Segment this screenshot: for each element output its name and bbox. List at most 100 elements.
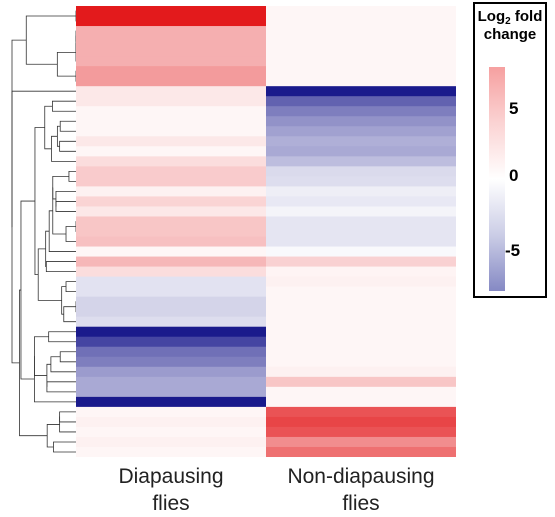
heatmap-cell-r12-c0 — [76, 126, 266, 137]
heatmap-cell-r41-c1 — [266, 416, 456, 428]
heatmap-cell-r44-c0 — [76, 446, 266, 457]
dendrogram-branch-26 — [50, 356, 78, 373]
heatmap-cell-r28-c0 — [76, 286, 266, 298]
heatmap-cell-r22-c0 — [76, 226, 266, 238]
heatmap-cell-r21-c1 — [266, 216, 456, 228]
heatmap-cell-r11-c0 — [76, 116, 266, 127]
dendrogram-branch-8 — [65, 281, 78, 293]
color-legend: Log2 fold change 5 0 -5 — [473, 2, 547, 298]
heatmap-cell-r32-c1 — [266, 326, 456, 338]
heatmap-cell-r18-c0 — [76, 186, 266, 198]
heatmap-cell-r44-c1 — [266, 446, 456, 457]
heatmap-cell-r14-c0 — [76, 146, 266, 157]
heatmap-cell-r28-c1 — [266, 286, 456, 298]
dendrogram-branch-36 — [34, 127, 45, 276]
heatmap-cell-r6-c1 — [266, 66, 456, 77]
heatmap-cell-r21-c0 — [76, 216, 266, 228]
heatmap-cell-r5-c0 — [76, 56, 266, 67]
heatmap-cell-r36-c0 — [76, 366, 266, 378]
heatmap-cell-r7-c1 — [266, 76, 456, 87]
heatmap-cell-r6-c0 — [76, 66, 266, 77]
heatmap-cell-r40-c0 — [76, 406, 266, 418]
heatmap-cell-r19-c0 — [76, 196, 266, 208]
heatmap-cell-r13-c1 — [266, 136, 456, 147]
dendrogram-branch-40 — [20, 200, 35, 380]
heatmap-cell-r7-c0 — [76, 76, 266, 87]
heatmap-cell-r17-c1 — [266, 176, 456, 187]
heatmap-cell-r0-c1 — [266, 6, 456, 17]
heatmap-cell-r38-c1 — [266, 386, 456, 398]
heatmap-cell-r37-c1 — [266, 376, 456, 388]
heatmap-cell-r0-c0 — [76, 6, 266, 17]
legend-title-suffix: fold — [510, 8, 543, 25]
heatmap-cell-r16-c0 — [76, 166, 266, 177]
heatmap-cell-r2-c0 — [76, 26, 266, 37]
column-label-diapausing: Diapausing flies — [76, 463, 266, 517]
heatmap-cell-r10-c0 — [76, 106, 266, 117]
heatmap-cell-r31-c1 — [266, 316, 456, 328]
legend-tick-zero: 0 — [509, 166, 519, 185]
heatmap-cell-r20-c1 — [266, 206, 456, 218]
heatmap-cell-r19-c1 — [266, 196, 456, 208]
dendrogram-branch-41 — [19, 289, 48, 437]
dendrogram-branch-25 — [51, 135, 78, 162]
heatmap-cell-r43-c1 — [266, 436, 456, 448]
heatmap-cell-r42-c0 — [76, 426, 266, 438]
column-label-non-diapausing-line1: Non-diapausing — [287, 465, 435, 488]
heatmap-cell-r33-c1 — [266, 336, 456, 348]
heatmap-cell-r30-c0 — [76, 306, 266, 318]
heatmap-cell-r29-c0 — [76, 296, 266, 308]
dendrogram-branch-19 — [55, 201, 78, 212]
heatmap-cell-r30-c1 — [266, 306, 456, 318]
legend-color-bar — [489, 67, 505, 291]
dendrogram-branch-7 — [68, 170, 78, 182]
heatmap-cell-r1-c0 — [76, 16, 266, 27]
column-label-non-diapausing: Non-diapausing flies — [266, 463, 456, 517]
heatmap-cell-r26-c1 — [266, 266, 456, 278]
heatmap-cell-r37-c0 — [76, 376, 266, 388]
heatmap-cell-r35-c0 — [76, 356, 266, 368]
heatmap-cell-r36-c1 — [266, 366, 456, 378]
dendrogram-branch-16 — [59, 416, 78, 433]
heatmap-cell-r24-c0 — [76, 246, 266, 258]
dendrogram-branch-10 — [63, 306, 78, 323]
dendrogram-branch-39 — [25, 15, 76, 65]
column-label-non-diapausing-line2: flies — [342, 492, 380, 515]
legend-tick-low: -5 — [505, 241, 521, 260]
heatmap-cell-r2-c1 — [266, 26, 456, 37]
dendrogram-branch-20 — [55, 191, 78, 207]
heatmap-cell-r31-c0 — [76, 316, 266, 328]
heatmap-cell-r41-c0 — [76, 416, 266, 428]
heatmap-cell-r3-c1 — [266, 36, 456, 47]
heatmap-cell-r4-c0 — [76, 46, 266, 57]
heatmap-cell-r8-c0 — [76, 86, 266, 97]
legend-title-prefix: Log — [477, 8, 506, 25]
dendrogram-branch-24 — [52, 100, 78, 112]
heatmap-cell-r34-c1 — [266, 346, 456, 358]
heatmap-cell-r15-c1 — [266, 156, 456, 167]
legend-title: Log2 fold change — [475, 8, 545, 44]
heatmap-cell-r4-c1 — [266, 46, 456, 57]
heatmap-cell-r1-c1 — [266, 16, 456, 27]
heatmap-cell-r24-c1 — [266, 246, 456, 258]
legend-title-line2: change — [483, 26, 537, 43]
heatmap-cell-r9-c1 — [266, 96, 456, 107]
dendrogram-branch-22 — [52, 175, 69, 200]
heatmap-cell-r15-c0 — [76, 156, 266, 167]
heatmap-cell-r8-c1 — [266, 86, 456, 97]
heatmap-cell-r34-c0 — [76, 346, 266, 358]
heatmap-cell-r23-c0 — [76, 236, 266, 248]
dendrogram-branch-11 — [61, 286, 67, 315]
heatmap-cell-r22-c1 — [266, 226, 456, 238]
column-label-diapausing-line1: Diapausing — [118, 465, 224, 488]
heatmap-cell-r13-c0 — [76, 136, 266, 147]
dendrogram-branch-23 — [52, 187, 67, 235]
heatmap-cell-r25-c1 — [266, 256, 456, 268]
heatmap-cell-r42-c1 — [266, 426, 456, 438]
heatmap-grid — [76, 6, 456, 457]
dendrogram-branch-43 — [11, 39, 27, 228]
heatmap-cell-r23-c1 — [266, 236, 456, 248]
dendrogram-branch-27 — [48, 210, 78, 252]
dendrogram-branch-38 — [34, 355, 78, 403]
